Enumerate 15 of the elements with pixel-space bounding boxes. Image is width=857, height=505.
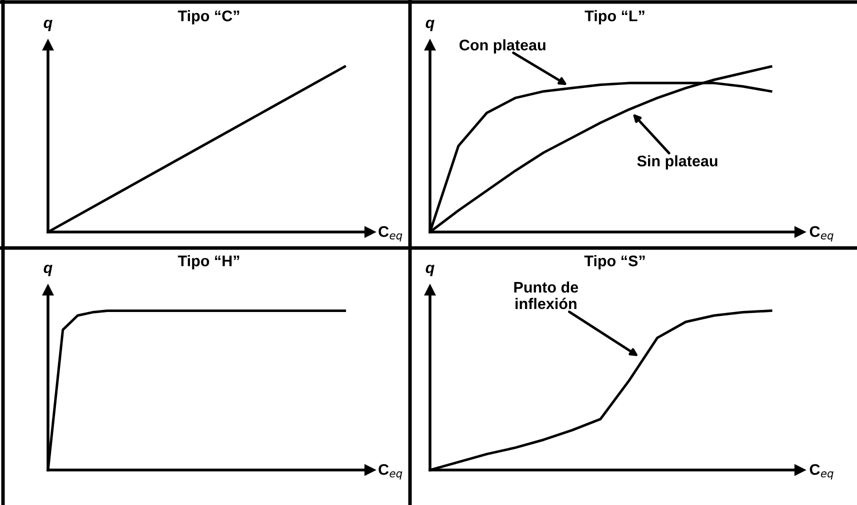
y-axis-title: q [44,20,52,32]
y-axis-title: q [426,20,434,32]
x-axis-title: C$_{eq}$ [810,226,834,242]
chart-title: Tipo “S” [584,255,645,270]
text: Sin plateau [637,155,718,170]
text: Punto de inflexión [514,281,578,310]
y-axis-title: q [426,264,434,276]
x-axis-title: C$_{eq}$ [378,226,402,242]
chart-title: Tipo “L” [584,10,644,24]
x-axis-title: C$_{eq}$ [378,464,402,480]
y-axis-title: q [44,264,52,276]
chart-title: Tipo “C” [178,10,240,24]
legend-label: Con plateau [460,39,546,54]
x-axis-title: C$_{eq}$ [810,464,834,480]
chart-title: Tipo “H” [178,255,240,270]
